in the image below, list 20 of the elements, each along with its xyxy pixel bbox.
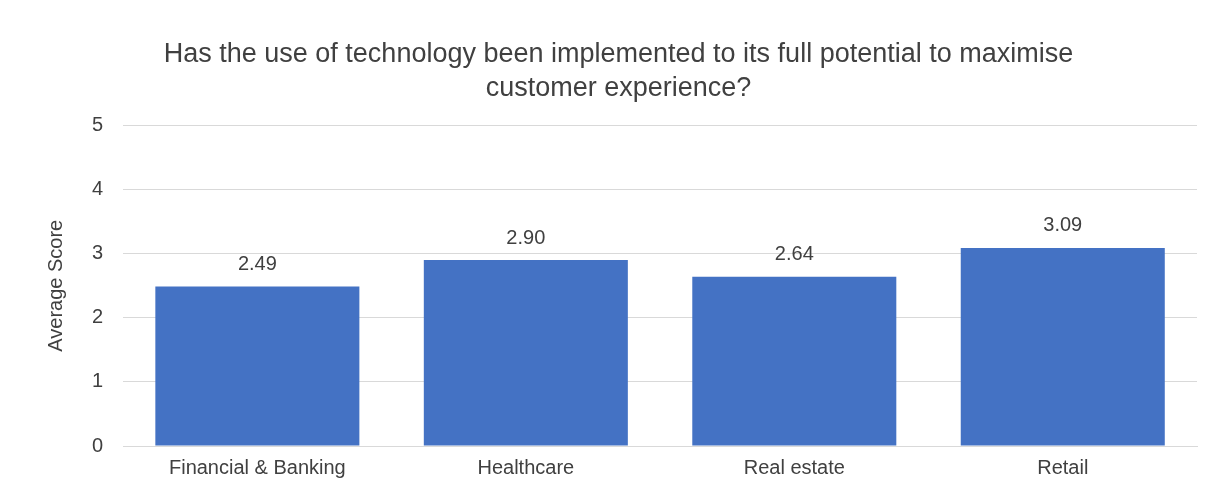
x-tick-label: Healthcare [477,455,575,478]
y-tick-label: 2 [92,305,104,328]
data-label: 2.49 [237,251,277,274]
bar [692,276,897,446]
data-label: 2.64 [774,242,814,265]
y-axis-title: Average Score [43,219,66,352]
data-label: 2.90 [506,225,546,248]
bar [423,260,628,446]
bar [155,286,360,446]
x-tick-label: Financial & Banking [168,455,346,478]
y-tick-label: 4 [92,177,104,200]
x-tick-label: Retail [1037,455,1089,478]
bar [960,247,1165,446]
y-tick-label: 3 [92,241,104,264]
y-tick-label: 5 [92,113,104,136]
y-tick-label: 0 [92,433,104,456]
chart-title: Has the use of technology been implemented to its full potential to maximise customer experience? [163,38,1074,103]
y-tick-label: 1 [92,369,104,392]
data-label: 3.09 [1043,213,1083,236]
x-tick-label: Real estate [743,455,845,478]
